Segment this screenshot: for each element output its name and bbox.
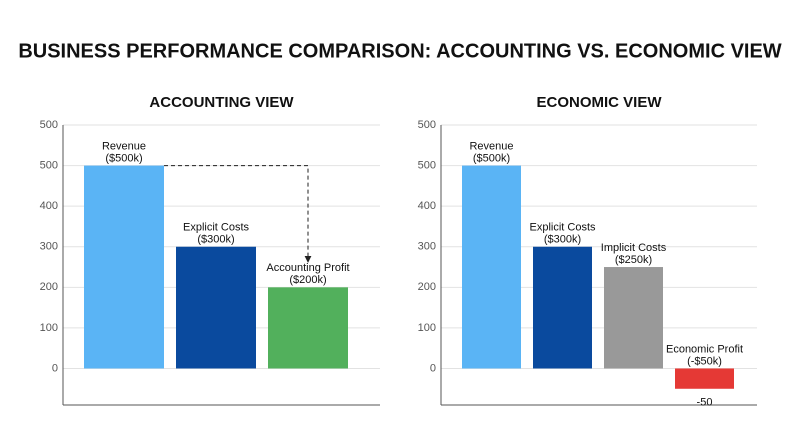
y-tick-label: 300 [40, 241, 58, 253]
page-title: BUSINESS PERFORMANCE COMPARISON: ACCOUNT… [18, 40, 781, 62]
y-tick-label: 500 [418, 159, 436, 171]
value-label: ($500k) [473, 152, 510, 164]
value-label: ($500k) [105, 152, 142, 164]
y-tick-label: 200 [40, 281, 58, 293]
value-label: (-$50k) [687, 355, 722, 367]
category-label: Revenue [469, 140, 513, 152]
category-label: Explicit Costs [183, 222, 250, 234]
bar [462, 165, 521, 369]
category-label: Accounting Profit [266, 262, 349, 274]
y-tick-label: 100 [40, 322, 58, 334]
chart-title: ACCOUNTING VIEW [149, 94, 294, 111]
y-tick-label: 400 [40, 200, 58, 212]
y-tick-label: 500 [418, 119, 436, 131]
bar [604, 267, 663, 369]
y-tick-label: 400 [418, 200, 436, 212]
annotation-arrow [164, 165, 312, 263]
bar [176, 246, 256, 369]
value-label: ($300k) [544, 234, 581, 246]
bar [533, 246, 592, 369]
value-label: ($200k) [289, 274, 326, 286]
y-tick-label: 0 [52, 362, 58, 374]
category-label: Implicit Costs [601, 242, 667, 254]
y-tick-label: 500 [40, 159, 58, 171]
value-number: -50 [697, 397, 713, 409]
bar [675, 368, 734, 389]
value-label: ($250k) [615, 254, 652, 266]
category-label: Economic Profit [666, 343, 743, 355]
y-tick-label: 200 [418, 281, 436, 293]
category-label: Revenue [102, 140, 146, 152]
y-tick-label: 500 [40, 119, 58, 131]
category-label: Explicit Costs [529, 222, 596, 234]
bar [268, 287, 348, 369]
y-tick-label: 0 [430, 362, 436, 374]
chart-title: ECONOMIC VIEW [536, 94, 662, 111]
y-tick-label: 300 [418, 241, 436, 253]
value-label: ($300k) [197, 234, 234, 246]
bar [84, 165, 164, 369]
y-tick-label: 100 [418, 322, 436, 334]
